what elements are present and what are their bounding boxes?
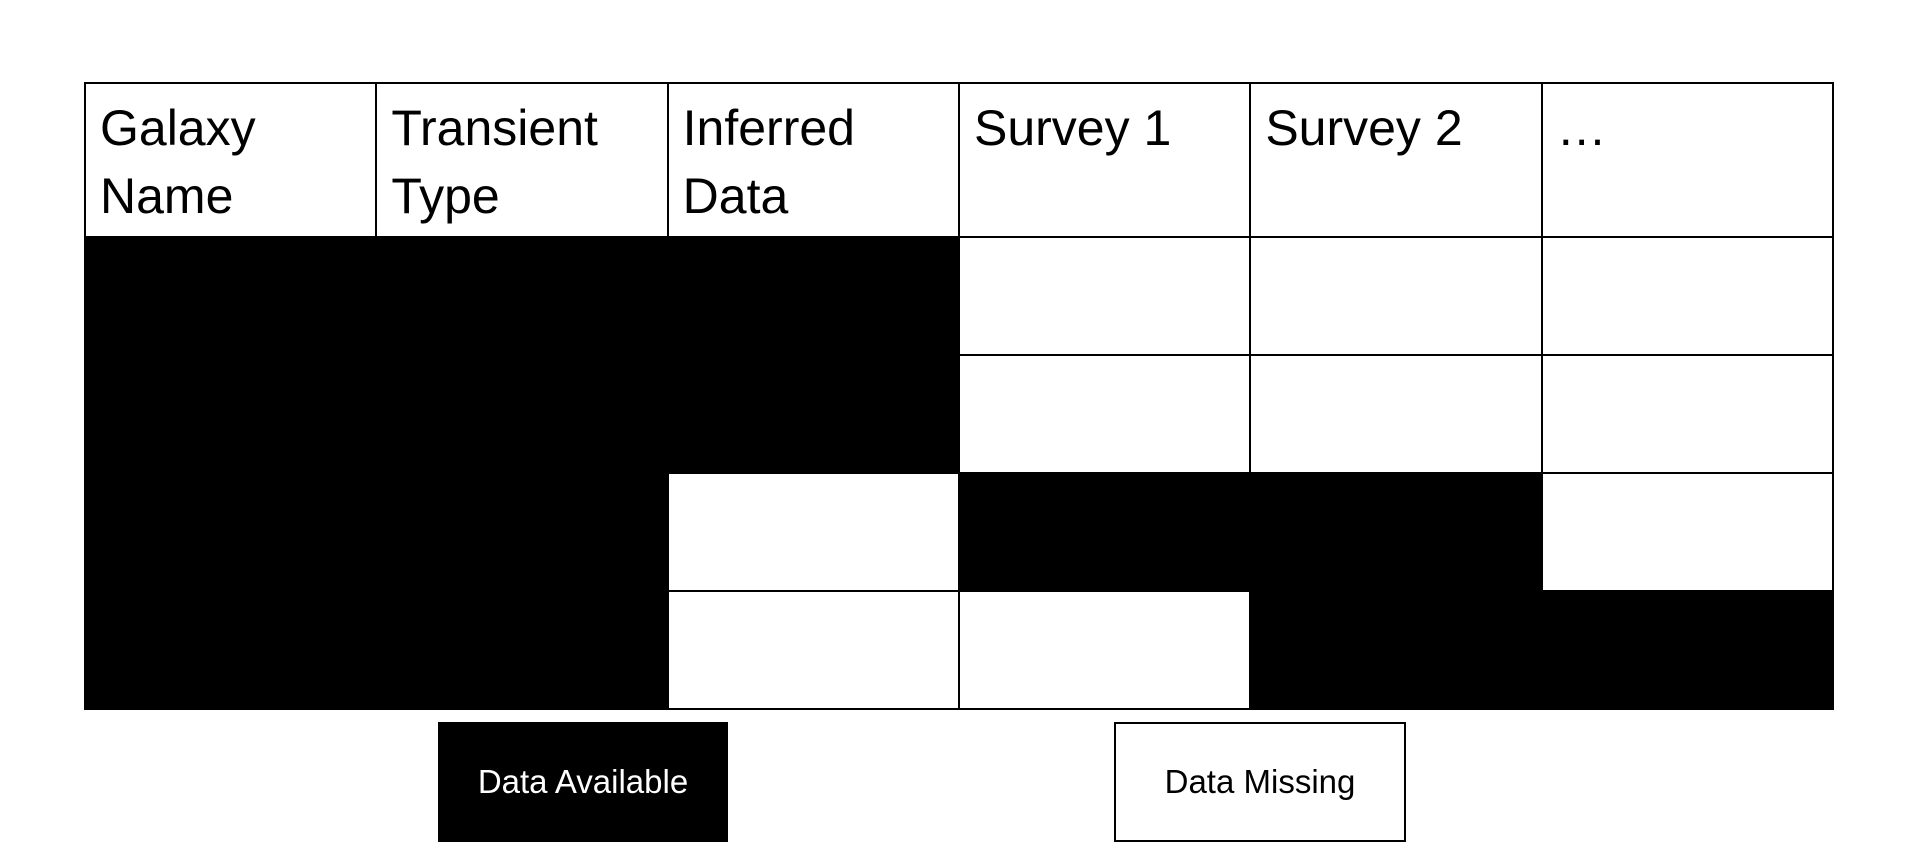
table-row: [83, 590, 1835, 710]
cell-available: [375, 472, 669, 592]
cell-available: [666, 354, 960, 474]
header-galaxy-name: Galaxy Name: [83, 82, 378, 238]
cell-available: [1249, 472, 1543, 592]
legend-data-missing: Data Missing: [1114, 722, 1406, 842]
cell-missing: [1540, 236, 1835, 356]
cell-available: [1540, 590, 1835, 710]
header-transient-type: Transient Type: [375, 82, 669, 238]
cell-available: [666, 236, 960, 356]
table-row: [83, 236, 1835, 356]
cell-missing: [666, 472, 960, 592]
cell-available: [1249, 590, 1543, 710]
header-survey-2: Survey 2: [1249, 82, 1543, 238]
cell-available: [83, 590, 378, 710]
table-row: [83, 354, 1835, 474]
cell-missing: [957, 236, 1252, 356]
cell-missing: [957, 354, 1252, 474]
cell-missing: [1540, 472, 1835, 592]
header-survey-1: Survey 1: [957, 82, 1252, 238]
header-ellipsis: …: [1540, 82, 1835, 238]
cell-available: [957, 472, 1252, 592]
cell-missing: [957, 590, 1252, 710]
cell-missing: [666, 590, 960, 710]
cell-missing: [1540, 354, 1835, 474]
cell-available: [375, 236, 669, 356]
cell-available: [83, 236, 378, 356]
header-row: Galaxy Name Transient Type Inferred Data…: [83, 82, 1835, 238]
header-inferred-data: Inferred Data: [666, 82, 960, 238]
cell-missing: [1249, 236, 1543, 356]
cell-available: [83, 354, 378, 474]
cell-missing: [1249, 354, 1543, 474]
cell-available: [83, 472, 378, 592]
table-row: [83, 472, 1835, 592]
legend-data-available: Data Available: [438, 722, 728, 842]
cell-available: [375, 354, 669, 474]
table-body: [83, 236, 1835, 710]
data-availability-table: Galaxy Name Transient Type Inferred Data…: [83, 82, 1835, 710]
cell-available: [375, 590, 669, 710]
